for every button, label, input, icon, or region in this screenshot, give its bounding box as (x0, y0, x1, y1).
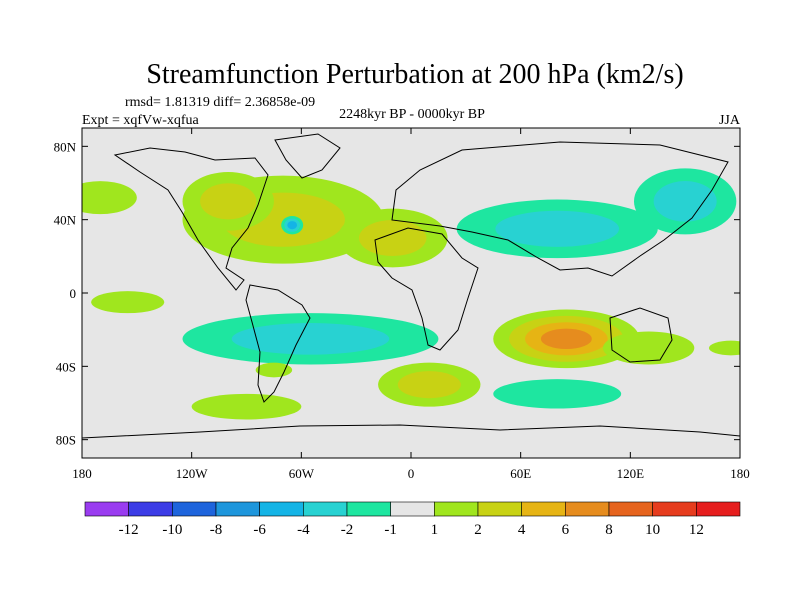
y-tick-label: 0 (70, 286, 77, 301)
colorbar-swatch (521, 501, 566, 517)
anomaly-south-atlantic-negative (182, 313, 439, 365)
contour-band (540, 328, 592, 350)
x-tick-label: 180 (730, 466, 750, 481)
anomaly-north-atlantic-center-negative (281, 216, 304, 235)
anomaly-south-pacific-positive (191, 393, 302, 420)
colorbar-swatch (303, 501, 348, 517)
anomaly-asia-negative (456, 199, 658, 259)
anomaly-south-atlantic-positive (378, 362, 481, 407)
anomaly-southern-ocean-east-positive (602, 331, 695, 365)
x-tick-label: 120E (617, 466, 645, 481)
colorbar-label: -10 (162, 522, 182, 538)
anomaly-east-pacific-positive (91, 291, 165, 314)
coast-eurasia (391, 141, 729, 277)
contour-band (653, 181, 717, 222)
colorbar-swatch (565, 501, 610, 517)
coast-north-america (113, 147, 269, 291)
stats-line: rmsd= 1.81319 diff= 2.36858e-09 (125, 95, 315, 110)
colorbar-label: -8 (210, 522, 223, 538)
anomaly-north-america-positive (182, 172, 274, 231)
chart-title: Streamfunction Perturbation at 200 hPa (… (146, 59, 683, 90)
anomaly-tropical-west-pacific-positive (708, 340, 740, 356)
colorbar-swatch (84, 501, 129, 517)
y-tick-label: 80S (56, 433, 76, 448)
y-tick-label: 40S (56, 359, 76, 374)
x-tick-label: 180 (72, 466, 92, 481)
season-label: JJA (719, 113, 741, 128)
x-tick-label: 60E (510, 466, 531, 481)
contour-band (231, 323, 390, 355)
coast-antarctica (82, 424, 740, 439)
colorbar-label: -4 (297, 522, 310, 538)
x-axis: 180 120W 60W 0 60E 120E 180 (72, 128, 750, 481)
contour-band (200, 183, 257, 220)
anomaly-northwest-pacific-negative (633, 168, 737, 235)
anomaly-north-pacific-east-positive (82, 181, 137, 215)
colorbar-label: 1 (431, 522, 439, 538)
y-tick-label: 40N (54, 213, 77, 228)
anomaly-field (82, 168, 740, 420)
contour-band (82, 181, 137, 215)
colorbar-label: 12 (689, 522, 704, 538)
x-tick-label: 60W (289, 466, 315, 481)
colorbar-swatch (128, 501, 173, 517)
contour-band (358, 219, 427, 257)
colorbar-label: 10 (645, 522, 660, 538)
contour-band (602, 331, 695, 365)
coast-africa (374, 227, 479, 351)
anomaly-southern-indian-negative (493, 379, 622, 409)
contour-band (397, 371, 461, 399)
colorbar-swatch (477, 501, 522, 517)
contour-band (287, 221, 298, 230)
experiment-label: Expt = xqfVw-xqfua (82, 113, 200, 128)
colorbar-label: 2 (474, 522, 482, 538)
colorbar-label: 4 (518, 522, 526, 538)
contour-band (191, 393, 302, 420)
period-label: 2248kyr BP - 0000kyr BP (339, 107, 485, 122)
contour-band (493, 379, 622, 409)
colorbar-label: -6 (253, 522, 266, 538)
colorbar: -12 -10 -8 -6 -4 -2 -1 1 2 4 6 8 10 12 (84, 501, 741, 538)
anomaly-indian-ocean-positive (493, 309, 640, 369)
coastlines (82, 133, 740, 439)
x-tick-label: 120W (176, 466, 209, 481)
colorbar-swatch (434, 501, 479, 517)
contour-band (708, 340, 740, 356)
colorbar-swatch (608, 501, 653, 517)
contour-band (495, 210, 620, 247)
coast-greenland (274, 133, 341, 179)
contour-band (91, 291, 165, 314)
colorbar-swatch (390, 501, 435, 517)
colorbar-label: -2 (341, 522, 354, 538)
y-tick-label: 80N (54, 139, 77, 154)
x-tick-label: 0 (408, 466, 415, 481)
colorbar-swatch (346, 501, 391, 517)
colorbar-label: -12 (119, 522, 139, 538)
colorbar-label: 6 (562, 522, 570, 538)
colorbar-swatch (696, 501, 741, 517)
colorbar-swatch (172, 501, 217, 517)
coast-australia (609, 307, 673, 363)
colorbar-swatch (652, 501, 697, 517)
colorbar-label: -1 (384, 522, 397, 538)
y-axis: 80N 40N 0 40S 80S (54, 139, 740, 448)
colorbar-swatch (215, 501, 260, 517)
colorbar-swatch (259, 501, 304, 517)
coast-south-america (245, 284, 311, 403)
colorbar-label: 8 (605, 522, 613, 538)
